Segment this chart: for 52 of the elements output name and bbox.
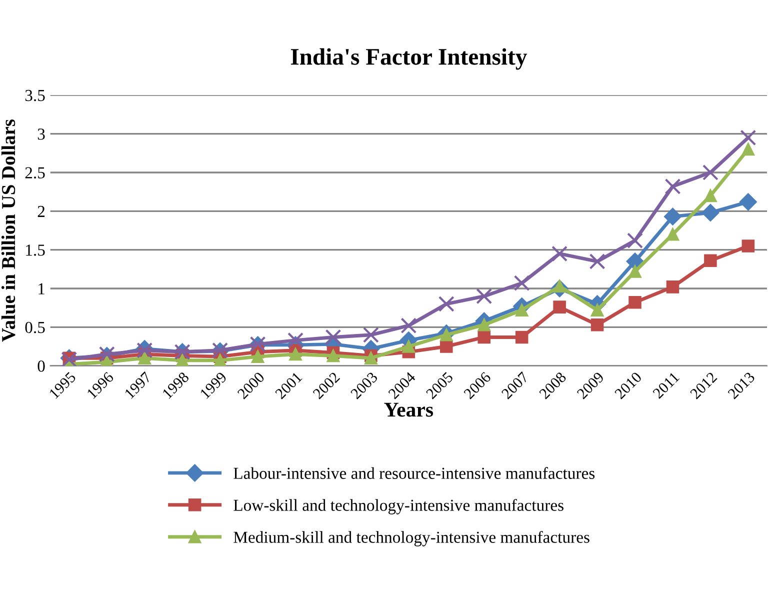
y-tick-label: 2 — [38, 206, 45, 217]
point — [402, 340, 416, 353]
point — [478, 330, 491, 344]
y-tick-label: 3.5 — [25, 90, 45, 102]
point — [702, 164, 718, 180]
point — [553, 300, 566, 314]
y-tick-label: 2.5 — [25, 167, 45, 179]
point — [326, 349, 340, 362]
y-tick-label: 0 — [38, 360, 45, 372]
chart-title: India's Factor Intensity — [290, 48, 527, 70]
legend-label: Low-skill and technology-intensive manufactures — [234, 499, 564, 514]
point — [742, 240, 755, 252]
point — [289, 348, 302, 361]
y-tick-label: 1.5 — [26, 244, 45, 256]
point — [590, 304, 604, 317]
point — [664, 178, 681, 194]
point — [325, 329, 342, 346]
legend-label: Medium-skill and technology-intensive manufactures — [234, 530, 590, 546]
point — [476, 288, 492, 304]
point — [589, 253, 606, 270]
point — [400, 318, 417, 334]
point — [98, 346, 115, 362]
legend-label: Labour-intensive and resource-intensive manufactures — [234, 467, 595, 479]
point — [664, 208, 682, 226]
point — [590, 318, 604, 332]
point — [176, 354, 189, 366]
point — [440, 340, 453, 353]
y-tick-label: 1 — [38, 283, 44, 294]
point — [552, 246, 568, 262]
point — [438, 296, 454, 312]
point — [214, 354, 226, 366]
point — [364, 352, 378, 364]
point — [514, 275, 530, 292]
point — [362, 326, 379, 343]
point — [515, 330, 528, 344]
point — [251, 350, 264, 363]
point — [702, 204, 720, 222]
point — [666, 228, 680, 241]
y-tick-label: 0.5 — [25, 322, 45, 334]
point — [704, 189, 717, 202]
point — [739, 193, 757, 211]
point — [627, 232, 643, 249]
point — [704, 254, 717, 268]
point — [666, 280, 680, 294]
point — [628, 265, 642, 278]
y-axis-title: Value in Billion US Dollars — [1, 119, 16, 342]
point — [628, 296, 642, 309]
point — [742, 142, 755, 156]
point — [740, 130, 756, 146]
point — [288, 332, 304, 348]
x-axis-title: Years — [384, 402, 434, 417]
y-tick-label: 3 — [38, 128, 45, 140]
